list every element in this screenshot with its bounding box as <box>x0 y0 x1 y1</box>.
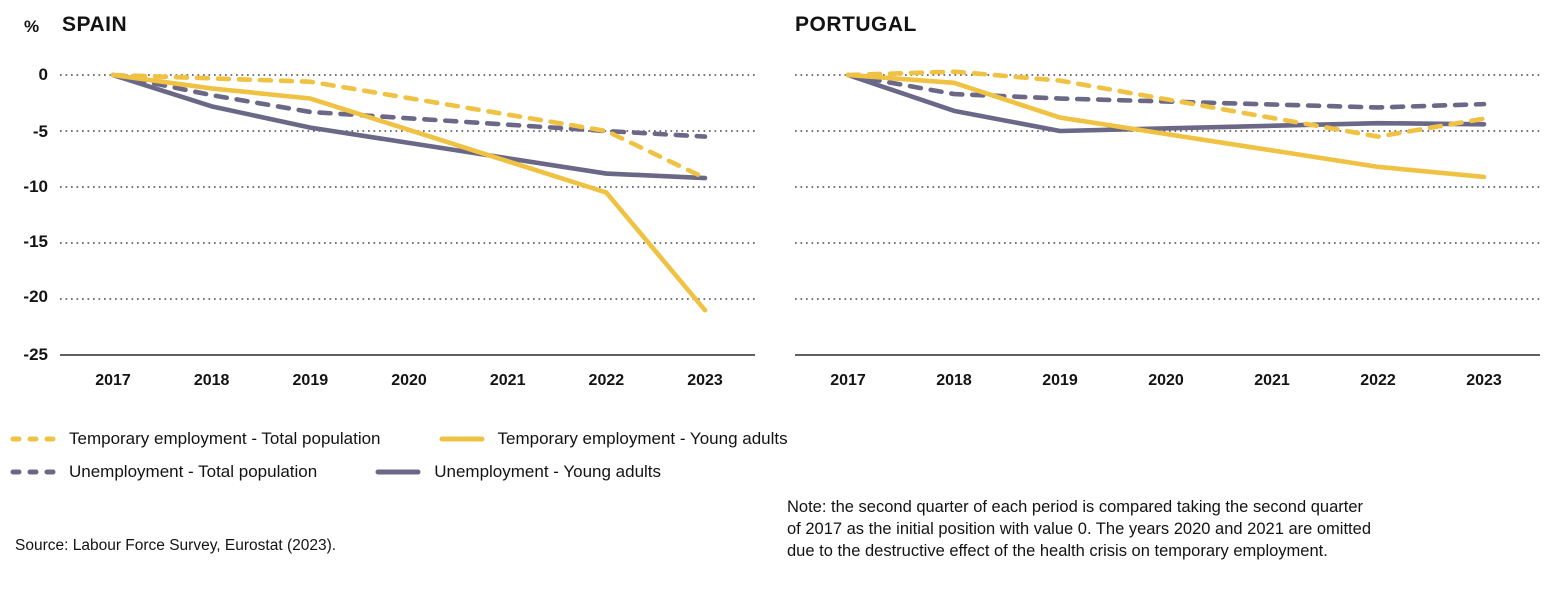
y-tick-label: -20 <box>23 287 48 306</box>
legend-label: Unemployment - Young adults <box>434 462 662 481</box>
note-line: Note: the second quarter of each period … <box>787 498 1364 516</box>
x-tick-label: 2023 <box>1466 372 1502 389</box>
source-text: Source: Labour Force Survey, Eurostat (2… <box>15 537 337 554</box>
solid-line-swatch-icon <box>439 436 485 442</box>
series-line <box>845 72 1487 180</box>
series-line <box>110 72 708 313</box>
x-tick-label: 2021 <box>1254 372 1290 389</box>
legend: Temporary employment - Total population … <box>10 429 788 482</box>
dashed-line-swatch-icon <box>10 469 56 475</box>
y-tick-label: -25 <box>23 345 48 364</box>
legend-row: Temporary employment - Total population … <box>10 429 788 449</box>
series-line <box>110 72 708 139</box>
x-tick-label: 2017 <box>830 372 866 389</box>
y-tick-label: 0 <box>38 65 48 84</box>
x-tick-label: 2022 <box>589 372 625 389</box>
note-line: due to the destructive effect of the hea… <box>787 542 1328 560</box>
x-tick-label: 2021 <box>490 372 526 389</box>
legend-label: Temporary employment - Young adults <box>497 429 788 448</box>
series-line <box>845 72 1487 134</box>
x-tick-label: 2022 <box>1360 372 1396 389</box>
note-line: of 2017 as the initial position with val… <box>787 520 1371 538</box>
chart-plot-spain: 2017 2018 2019 2020 2021 2022 2023 <box>60 72 755 389</box>
x-tick-label: 2020 <box>1148 372 1184 389</box>
y-tick-label: -10 <box>23 177 48 196</box>
legend-item-unemp-total: Unemployment - Total population <box>10 462 317 482</box>
series-line <box>110 72 708 181</box>
note-text: Note: the second quarter of each period … <box>787 496 1547 562</box>
series-line <box>110 72 708 181</box>
legend-item-temp-total: Temporary employment - Total population <box>10 429 381 449</box>
legend-row: Unemployment - Total population Unemploy… <box>10 462 788 482</box>
legend-label: Unemployment - Total population <box>69 462 318 481</box>
legend-label: Temporary employment - Total population <box>69 429 381 448</box>
series-line <box>845 69 1487 139</box>
x-tick-label: 2018 <box>936 372 972 389</box>
x-tick-label: 2023 <box>687 372 723 389</box>
chart-plot-portugal: 2017 2018 2019 2020 2021 2022 2023 <box>795 69 1540 389</box>
x-tick-label: 2017 <box>95 372 131 389</box>
chart-title-spain: SPAIN <box>62 13 128 36</box>
chart-title-portugal: PORTUGAL <box>795 13 917 36</box>
dashed-line-swatch-icon <box>10 436 56 442</box>
x-tick-label: 2019 <box>293 372 329 389</box>
series-line <box>845 72 1487 110</box>
legend-item-temp-young: Temporary employment - Young adults <box>439 429 788 449</box>
legend-item-unemp-young: Unemployment - Young adults <box>375 462 661 482</box>
solid-line-swatch-icon <box>375 469 421 475</box>
x-tick-label: 2018 <box>194 372 230 389</box>
y-axis-unit-label: % <box>24 17 40 36</box>
x-tick-label: 2019 <box>1042 372 1078 389</box>
y-tick-label: -5 <box>32 122 48 141</box>
x-tick-label: 2020 <box>391 372 427 389</box>
y-tick-label: -15 <box>23 232 48 251</box>
